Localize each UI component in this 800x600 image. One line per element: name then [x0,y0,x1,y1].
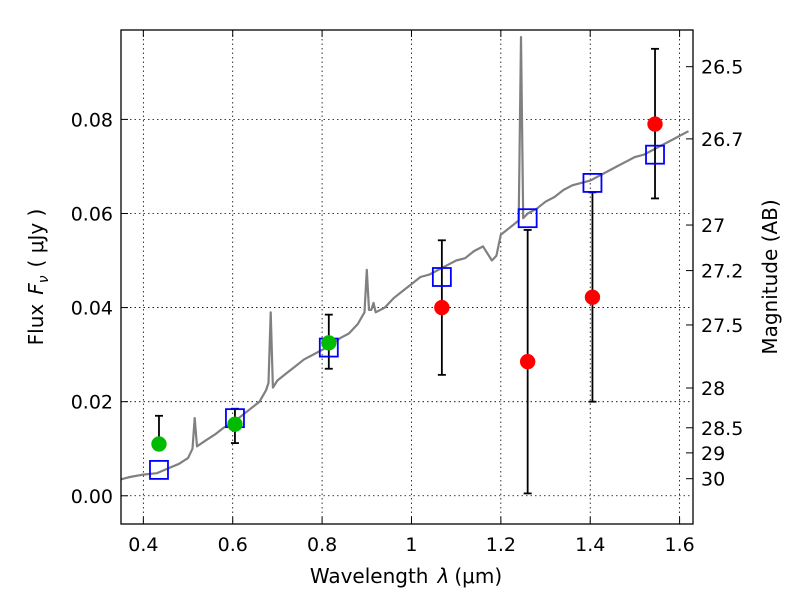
y2-axis-label: Magnitude (AB) [758,199,782,354]
circle-point [584,289,601,305]
open-square-point [517,208,538,229]
y-tick-label: 0.06 [71,203,113,225]
mag-tick-label: 26.5 [701,57,743,79]
mag-tick-label: 30 [701,469,725,491]
mag-tick-label: 26.7 [701,129,743,151]
circle-point [151,436,167,452]
open-square-point [645,144,665,165]
x-tick-label: 1 [405,534,417,556]
open-square-point [149,459,169,480]
mag-tick-label: 27.2 [701,261,743,283]
x-tick-label: 1.6 [664,534,694,556]
mag-tick-label: 28 [701,378,725,400]
model-spectrum [120,35,690,481]
mag-tick-label: 28.5 [701,418,743,440]
x-tick-label: 0.6 [218,534,248,556]
plot-frame [120,29,694,525]
circle-point [321,335,337,351]
data-markers [149,116,665,480]
y-tick-label: 0.02 [71,392,113,414]
y-tick-label: 0.00 [71,486,113,508]
circle-point [647,116,663,132]
y-axis-label: FluxFν( μJy ) [24,209,52,346]
x-axis-label: Wavelength λ (μm) [310,564,502,588]
y-tick-label: 0.08 [71,109,113,131]
y-tick-label: 0.04 [71,298,113,320]
x-tick-label: 1.2 [486,534,516,556]
mag-tick-label: 29 [701,443,725,465]
axis-ticks: 0.4 0.6 0.8 1 1.2 1.4 1.6 0.00 0.02 0.04 0.06 0.08 2… [71,30,743,556]
x-tick-label: 1.4 [575,534,605,556]
mag-tick-label: 27.5 [701,315,743,337]
x-tick-label: 0.4 [128,534,158,556]
circle-point [434,299,450,316]
x-tick-label: 0.8 [307,534,337,556]
grid-lines [121,30,693,524]
spectrum-line [120,35,690,481]
mag-tick-label: 27 [701,215,725,237]
circle-point [227,416,243,433]
open-square-point [582,173,603,193]
circle-point [519,353,536,370]
open-square-point [431,267,452,287]
